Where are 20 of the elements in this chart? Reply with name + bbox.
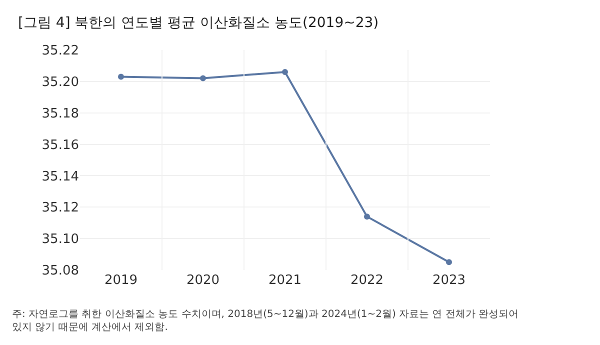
y-tick-label: 35.22 <box>42 44 79 59</box>
x-tick-label: 2019 <box>104 273 138 288</box>
y-tick-label: 35.12 <box>42 200 79 216</box>
chart-title: [그림 4] 북한의 연도별 평균 이산화질소 농도(2019~23) <box>18 15 379 32</box>
x-tick-label: 2020 <box>186 273 220 288</box>
y-tick-label: 35.08 <box>42 264 79 279</box>
y-tick-label: 35.14 <box>42 169 79 184</box>
text: 주: 자연로그를 취한 이산화질소 농도 수치이며, 2018년(5~12월)과 2024년(1~2월) 자료는 연 전체가 완성되어 있지 않기 때문에 계산에서 제외함. <box>12 309 519 333</box>
y-tick-label: 35.20 <box>42 74 79 90</box>
point <box>200 75 206 82</box>
point <box>446 259 452 266</box>
y-tick-label: 35.16 <box>42 138 79 153</box>
point <box>282 69 288 75</box>
point <box>118 74 124 80</box>
y-tick-label: 35.10 <box>42 232 79 248</box>
x-tick-label: 2022 <box>350 273 384 288</box>
y-tick-label: 35.18 <box>42 106 79 122</box>
x-tick-label: 2023 <box>432 273 466 288</box>
point <box>364 214 370 220</box>
x-tick-label: 2021 <box>268 273 302 288</box>
